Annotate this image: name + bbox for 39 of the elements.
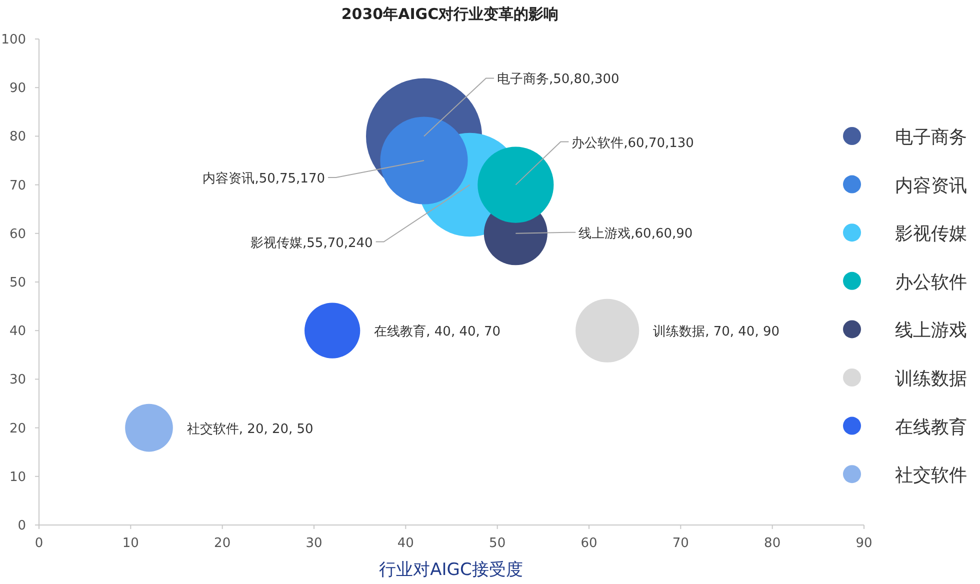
x-tick-label: 40 [397, 536, 414, 551]
annotation: 线上游戏,60,60,90 [578, 226, 693, 242]
y-tick-label: 0 [18, 518, 26, 534]
legend-label: 影视传媒 [895, 224, 967, 245]
y-tick-label: 10 [9, 470, 26, 485]
x-tick-label: 80 [764, 536, 781, 551]
annotation: 在线教育, 40, 40, 70 [374, 324, 501, 340]
y-tick-label: 90 [9, 81, 26, 96]
annotation: 办公软件,60,70,130 [572, 136, 694, 151]
y-tick-label: 80 [9, 130, 26, 145]
legend-label: 训练数据 [895, 368, 967, 390]
annotation: 影视传媒,55,70,240 [250, 236, 373, 251]
legend-label: 电子商务 [895, 127, 967, 148]
annotation: 电子商务,50,80,300 [497, 72, 620, 88]
legend-label: 在线教育 [895, 416, 967, 438]
x-tick-label: 30 [306, 536, 322, 551]
legend-label: 线上游戏 [895, 320, 967, 342]
x-tick-label: 60 [580, 536, 598, 551]
y-tick-label: 20 [9, 421, 26, 436]
x-tick-label: 90 [856, 536, 872, 551]
annotation: 内容资讯,50,75,170 [202, 170, 325, 186]
y-tick-label: 60 [9, 226, 26, 242]
y-tick-label: 70 [9, 178, 26, 194]
x-axis-title: 行业对AIGC接受度 [379, 560, 523, 580]
y-tick-label: 50 [9, 276, 26, 290]
x-tick-label: 0 [34, 536, 44, 551]
legend-label: 内容资讯 [895, 175, 967, 196]
annotation: 社交软件, 20, 20, 50 [186, 420, 314, 437]
annotation: 训练数据, 70, 40, 90 [653, 324, 780, 340]
y-tick-label: 40 [9, 324, 26, 340]
x-tick-label: 70 [672, 536, 689, 551]
y-tick-label: 100 [1, 32, 26, 48]
y-tick-label: 30 [9, 372, 26, 388]
x-tick-label: 20 [214, 536, 231, 551]
x-tick-label: 10 [122, 536, 139, 551]
chart-title: 2030年AIGC对行业变革的影响 [341, 5, 559, 23]
x-tick-label: 50 [489, 536, 506, 551]
legend-label: 社交软件 [895, 465, 967, 486]
legend-label: 办公软件 [895, 272, 967, 293]
